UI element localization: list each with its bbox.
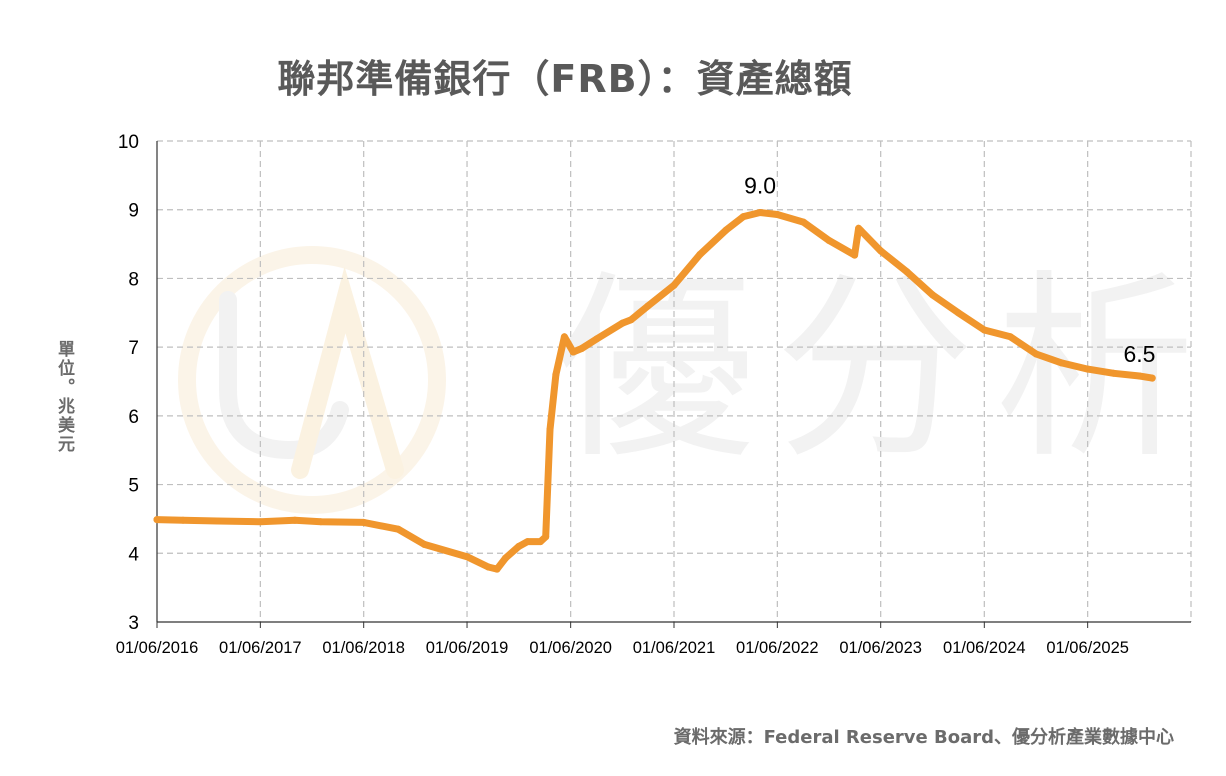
- data-label: 9.0: [744, 173, 776, 199]
- data-point: [1110, 369, 1118, 377]
- data-point: [739, 213, 747, 221]
- x-tick-label: 01/06/2020: [529, 639, 612, 657]
- data-point: [552, 371, 560, 379]
- data-point: [560, 333, 568, 341]
- y-tick-label: 8: [128, 269, 139, 290]
- data-point: [463, 553, 471, 561]
- data-point: [542, 533, 550, 541]
- data-point: [1136, 372, 1143, 380]
- data-point: [524, 538, 532, 546]
- data-point: [317, 518, 325, 526]
- y-tick-labels: 3 4 5 6 7 8 9 10: [118, 132, 140, 634]
- y-tick-label: 4: [128, 544, 139, 565]
- y-tick-label: 5: [128, 476, 139, 497]
- data-point: [291, 516, 299, 524]
- data-point: [256, 518, 264, 526]
- data-point: [493, 565, 501, 573]
- data-point: [627, 316, 635, 324]
- data-point: [502, 554, 509, 562]
- data-point: [536, 538, 544, 546]
- y-tick-label: 10: [118, 132, 139, 153]
- data-point: [420, 540, 428, 548]
- data-point: [857, 226, 865, 234]
- y-tick-label: 6: [128, 407, 139, 428]
- source-note: 資料來源：Federal Reserve Board、優分析產業數據中心: [673, 727, 1174, 748]
- data-point: [619, 319, 626, 327]
- data-point: [546, 426, 554, 434]
- series-group: [153, 209, 1156, 573]
- data-point: [1006, 333, 1014, 341]
- data-point: [214, 517, 222, 525]
- x-tick-labels: 01/06/2016 01/06/2017 01/06/2018 01/06/2019…: [116, 639, 1129, 657]
- x-tick-label: 01/06/2019: [426, 639, 509, 657]
- data-point: [773, 211, 781, 218]
- y-tick-label: 9: [128, 201, 139, 222]
- x-tick-label: 01/06/2022: [736, 639, 819, 657]
- data-point: [394, 525, 402, 533]
- data-point: [515, 542, 523, 550]
- data-point: [569, 348, 577, 356]
- data-point: [929, 291, 936, 299]
- x-tick-label: 01/06/2016: [116, 639, 199, 657]
- data-point: [1032, 350, 1040, 358]
- x-tick-label: 01/06/2021: [633, 639, 716, 657]
- data-point: [954, 309, 962, 317]
- data-point: [1058, 359, 1066, 367]
- data-point: [578, 345, 586, 352]
- data-point: [696, 250, 704, 258]
- y-tick-label: 3: [128, 613, 139, 634]
- y-axis-label: 單位。兆美元: [54, 340, 74, 454]
- data-point: [484, 563, 492, 571]
- x-tick-label: 01/06/2018: [322, 639, 405, 657]
- x-tick-label: 01/06/2017: [219, 639, 302, 657]
- x-tick-label: 01/06/2024: [943, 639, 1026, 657]
- grid-lines: [157, 140, 1192, 622]
- data-point: [644, 302, 652, 310]
- data-point: [799, 218, 807, 226]
- data-point: [980, 326, 988, 334]
- data-point: [670, 281, 678, 289]
- data-point: [903, 268, 911, 276]
- x-tick-label: 01/06/2023: [839, 639, 922, 657]
- data-point: [593, 335, 601, 343]
- y-tick-label: 7: [128, 338, 139, 359]
- chart-title: 聯邦準備銀行（FRB）：資產總額: [277, 57, 853, 101]
- x-tick-label: 01/06/2025: [1046, 639, 1129, 657]
- data-point: [153, 516, 161, 524]
- data-point: [360, 518, 368, 526]
- data-point: [825, 237, 833, 245]
- data-label: 6.5: [1123, 341, 1155, 367]
- data-point: [1148, 374, 1156, 382]
- axes: [156, 141, 1191, 628]
- data-point: [1084, 365, 1092, 373]
- data-point: [851, 251, 859, 259]
- series-line: [153, 209, 1156, 573]
- data-point: [722, 226, 730, 234]
- data-point: [179, 516, 187, 524]
- data-point: [877, 247, 885, 255]
- data-point: [756, 209, 764, 216]
- annotations: 9.0 6.5: [744, 173, 1155, 367]
